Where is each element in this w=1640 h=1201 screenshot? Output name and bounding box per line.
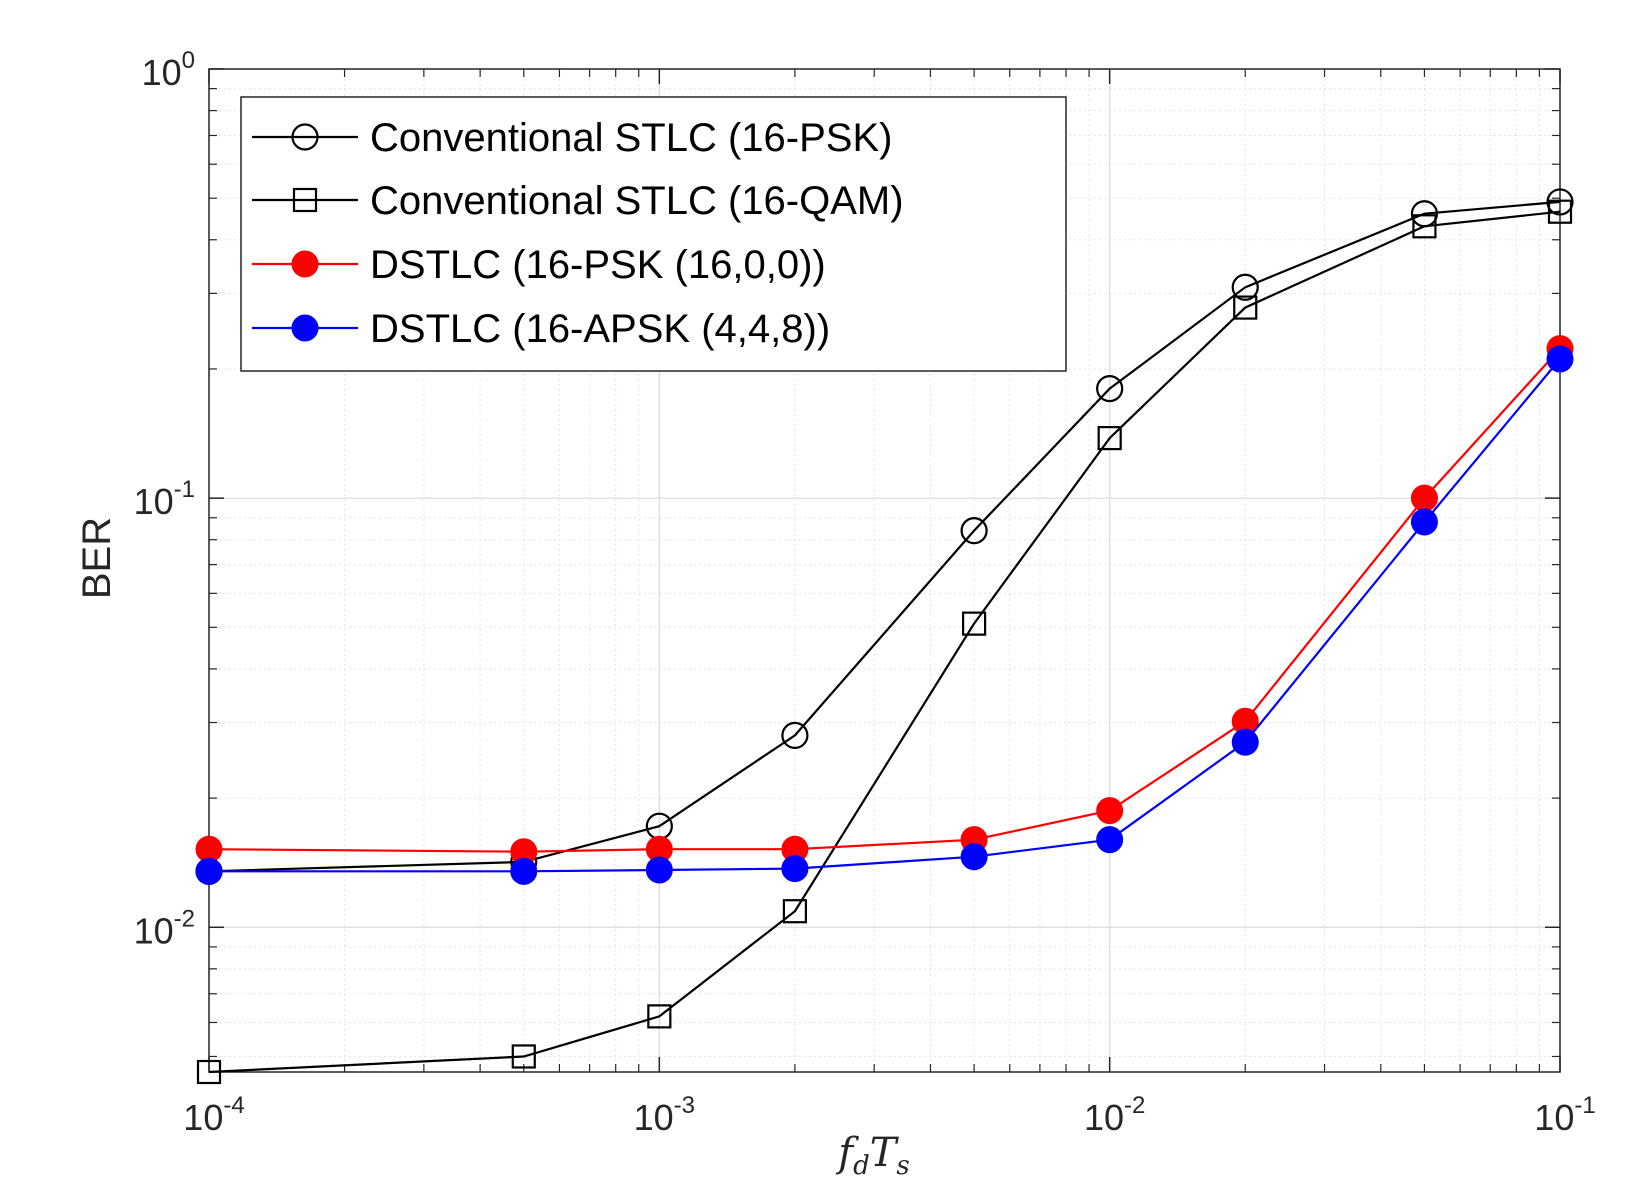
x-tick-exponent: -2 <box>1124 1092 1145 1119</box>
x-tick-exponent: -4 <box>223 1092 244 1119</box>
data-point <box>645 856 673 884</box>
legend-marker <box>292 187 318 213</box>
x-tick-base: 10 <box>1084 1097 1124 1138</box>
x-tick-exponent: -1 <box>1574 1092 1595 1119</box>
y-axis-label: BER <box>75 517 119 599</box>
series-2 <box>196 199 1573 1085</box>
y-tick-label: 100 <box>142 47 195 93</box>
data-point <box>960 517 988 545</box>
x-tick-base: 10 <box>1534 1097 1574 1138</box>
series-4 <box>195 345 1574 885</box>
y-tick-base: 10 <box>142 52 182 93</box>
legend-label: Conventional STLC (16-PSK) <box>370 116 892 160</box>
legend-label: DSTLC (16-APSK (4,4,8)) <box>370 307 830 351</box>
x-tick-label: 10-1 <box>1534 1092 1595 1138</box>
data-point <box>1231 273 1259 301</box>
legend-label: DSTLC (16-PSK (16,0,0)) <box>370 243 826 287</box>
legend-marker <box>291 314 319 342</box>
data-point <box>782 899 807 924</box>
axis-ticks <box>208 68 1561 1072</box>
legend-entry-2: Conventional STLC (16-QAM) <box>252 179 904 223</box>
data-point <box>1546 188 1574 216</box>
data-point <box>647 1004 672 1029</box>
data-point <box>195 857 223 885</box>
legend-label: Conventional STLC (16-QAM) <box>370 179 904 223</box>
x-label-t: T <box>870 1130 900 1176</box>
grid-minor <box>209 69 1560 1072</box>
data-point <box>960 843 988 871</box>
y-tick-exponent: 0 <box>182 47 195 74</box>
data-point <box>196 1059 222 1085</box>
x-label-s: s <box>896 1151 909 1181</box>
y-tick-base: 10 <box>134 481 174 522</box>
data-point <box>1410 508 1438 536</box>
y-tick-label: 10-1 <box>134 476 195 522</box>
data-point <box>781 721 809 749</box>
data-point <box>1096 374 1124 403</box>
x-tick-label: 10-3 <box>634 1092 695 1138</box>
x-tick-base: 10 <box>634 1097 674 1138</box>
data-point <box>962 611 987 636</box>
data-point <box>781 855 809 883</box>
y-tick-exponent: -2 <box>174 905 195 932</box>
data-point <box>1096 797 1124 825</box>
plot-area <box>208 68 1561 1073</box>
x-tick-label: 10-4 <box>183 1092 244 1138</box>
legend: Conventional STLC (16-PSK) Conventional S… <box>240 96 1067 372</box>
legend-box <box>240 96 1067 372</box>
data-point <box>1410 484 1438 512</box>
legend-marker <box>291 123 319 151</box>
data-point <box>510 857 538 885</box>
legend-entry-4: DSTLC (16-APSK (4,4,8)) <box>252 307 830 351</box>
x-label-d: d <box>853 1151 870 1181</box>
data-point <box>1412 214 1437 239</box>
x-tick-base: 10 <box>183 1097 223 1138</box>
legend-marker <box>291 250 319 278</box>
x-tick-exponent: -3 <box>674 1092 695 1119</box>
data-point <box>1547 199 1573 224</box>
y-tick-label: 10-2 <box>134 905 195 951</box>
series-line <box>208 210 1561 1074</box>
data-point <box>1231 728 1259 756</box>
y-tick-exponent: -1 <box>174 476 195 503</box>
data-point <box>1233 295 1258 320</box>
legend-entry-3: DSTLC (16-PSK (16,0,0)) <box>252 243 826 287</box>
x-tick-label: 10-2 <box>1084 1092 1145 1138</box>
data-point <box>1097 426 1122 451</box>
series-layer <box>195 188 1574 1085</box>
data-point <box>1546 345 1574 373</box>
y-tick-base: 10 <box>134 910 174 951</box>
legend-entry-1: Conventional STLC (16-PSK) <box>252 116 892 160</box>
data-point <box>1096 826 1124 854</box>
data-point <box>511 1044 536 1069</box>
